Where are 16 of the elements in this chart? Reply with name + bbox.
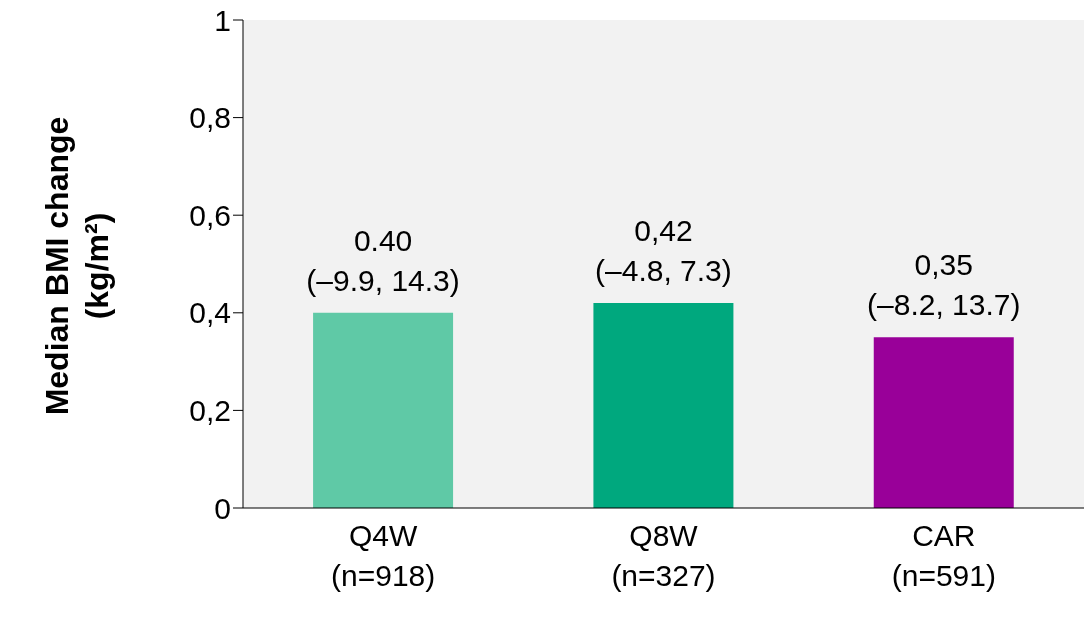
y-axis-title: Median BMI change (kg/m²) <box>39 116 115 416</box>
bar <box>873 337 1014 508</box>
data-label: 0,35 (–8.2, 13.7) <box>867 248 1021 322</box>
x-tick-label: CAR (n=591) <box>891 519 996 592</box>
data-label: 0,42 (–4.8, 7.3) <box>595 214 732 288</box>
y-tick-label: 0,4 <box>189 296 231 330</box>
x-tick-label: Q4W (n=918) <box>331 519 436 592</box>
bar <box>593 303 734 508</box>
y-tick-label: 0,2 <box>189 394 231 428</box>
y-tick-label: 0 <box>214 491 231 525</box>
data-label: 0.40 (–9.9, 14.3) <box>306 223 460 297</box>
x-tick-label: Q8W (n=327) <box>611 519 716 592</box>
y-tick-label: 1 <box>214 3 231 37</box>
bar <box>313 312 454 508</box>
y-tick-label: 0,6 <box>189 198 231 232</box>
y-tick-label: 0,8 <box>189 101 231 135</box>
